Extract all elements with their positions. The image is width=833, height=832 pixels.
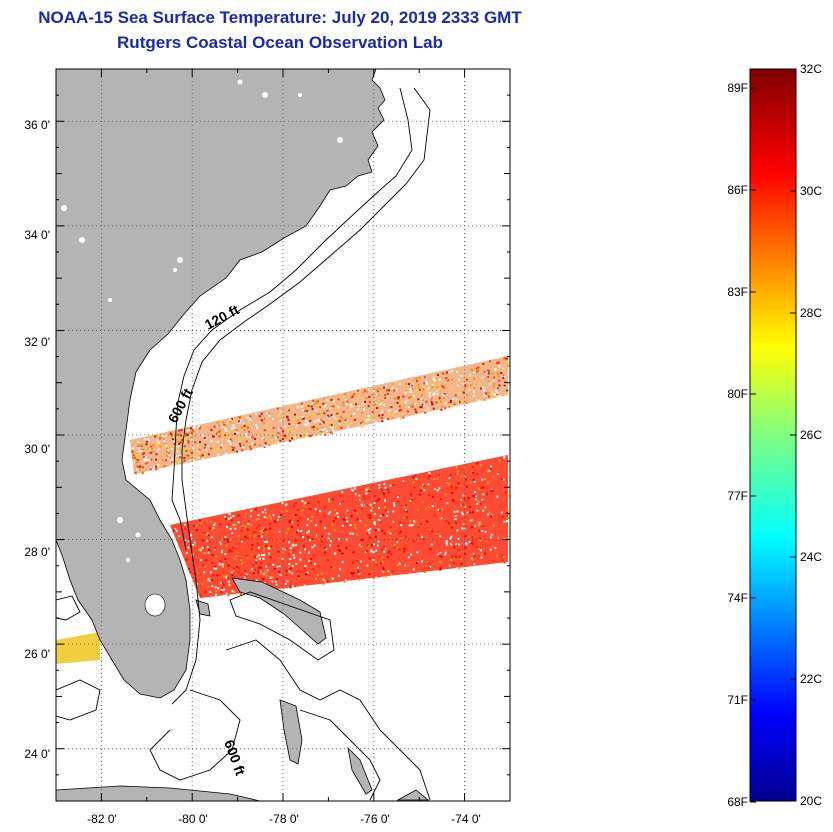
map-subtitle: Rutgers Coastal Ocean Observation Lab	[117, 33, 443, 52]
lake-okeechobee	[144, 593, 166, 617]
map-ticks	[56, 68, 511, 801]
lon-label-76: -76 0'	[360, 812, 390, 826]
lat-label-32: 32 0'	[24, 335, 50, 349]
lat-label-36: 36 0'	[24, 118, 50, 132]
colorbar-label-83f: 83F	[727, 285, 748, 299]
colorbar-ticks	[750, 68, 796, 803]
colorbar-label-26c: 26C	[800, 428, 823, 442]
colorbar-label-74f: 74F	[727, 591, 748, 605]
lon-label-80: -80 0'	[178, 812, 208, 826]
lat-label-24: 24 0'	[24, 747, 50, 761]
colorbar-label-32c: 32C	[800, 62, 823, 76]
sst-swath-north	[130, 356, 510, 475]
lon-label-78: -78 0'	[269, 812, 299, 826]
colorbar	[749, 68, 797, 802]
sst-swath-south	[170, 455, 510, 598]
colorbar-label-77f: 77F	[727, 489, 748, 503]
colorbar-label-20c: 20C	[800, 794, 823, 808]
colorbar-label-28c: 28C	[800, 306, 823, 320]
lon-label-82: -82 0'	[87, 812, 117, 826]
land-us-southeast	[56, 69, 386, 699]
lat-label-30: 30 0'	[24, 442, 50, 456]
lat-label-26: 26 0'	[24, 647, 50, 661]
colorbar-label-22c: 22C	[800, 672, 823, 686]
lat-label-28: 28 0'	[24, 545, 50, 559]
land-bahamas	[195, 577, 430, 801]
map-title: NOAA-15 Sea Surface Temperature: July 20…	[38, 8, 522, 27]
lon-label-74: -74 0'	[451, 812, 481, 826]
colorbar-label-71f: 71F	[727, 693, 748, 707]
colorbar-label-68f: 68F	[727, 795, 748, 809]
sst-swath-west	[56, 632, 100, 664]
colorbar-label-80f: 80F	[727, 387, 748, 401]
bathymetry-contours	[56, 87, 431, 801]
land-cuba	[56, 785, 261, 801]
colorbar-label-24c: 24C	[800, 550, 823, 564]
inland-water	[61, 79, 343, 562]
colorbar-label-89f: 89F	[727, 81, 748, 95]
colorbar-label-86f: 86F	[727, 183, 748, 197]
lat-label-34: 34 0'	[24, 228, 50, 242]
colorbar-label-30c: 30C	[800, 184, 823, 198]
